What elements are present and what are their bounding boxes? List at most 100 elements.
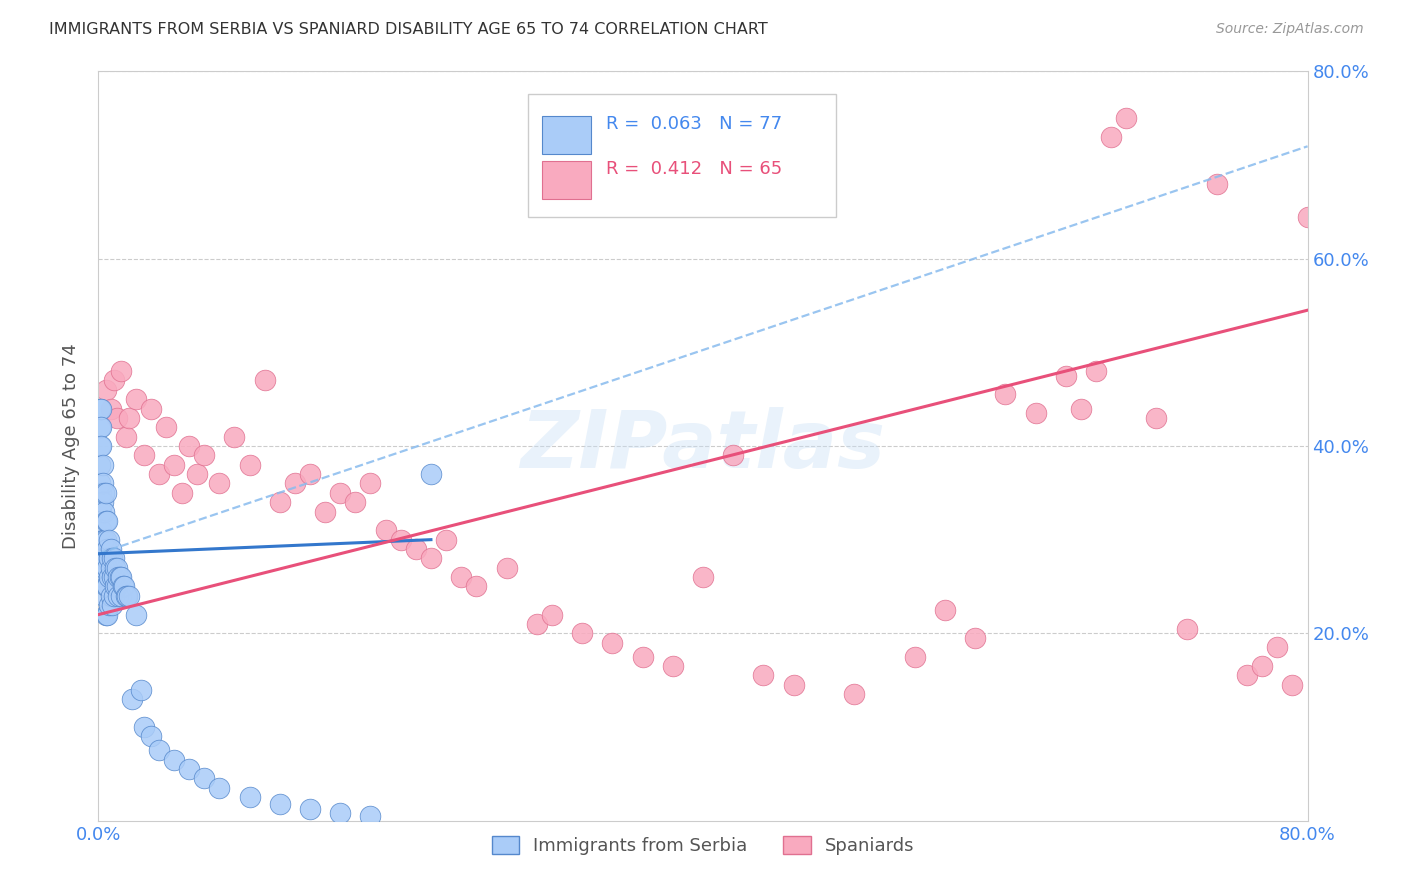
Point	[121, 692, 143, 706]
Text: R =  0.412   N = 65: R = 0.412 N = 65	[606, 160, 783, 178]
Point	[96, 542, 118, 557]
Point	[299, 467, 322, 482]
Point	[91, 551, 114, 566]
Point	[661, 659, 683, 673]
Point	[360, 476, 382, 491]
Point	[692, 570, 714, 584]
Point	[110, 570, 132, 584]
Point	[904, 649, 927, 664]
FancyBboxPatch shape	[527, 94, 837, 218]
Point	[208, 476, 231, 491]
Point	[239, 790, 262, 805]
Point	[631, 649, 654, 664]
Point	[96, 514, 118, 528]
Point	[163, 458, 186, 472]
Point	[89, 458, 111, 472]
Point	[129, 682, 152, 697]
Point	[405, 542, 427, 557]
Point	[90, 551, 112, 566]
Point	[141, 401, 163, 416]
Point	[420, 551, 443, 566]
Point	[1054, 368, 1077, 383]
Point	[239, 458, 262, 472]
Point	[89, 439, 111, 453]
Point	[103, 589, 125, 603]
Point	[103, 570, 125, 584]
Point	[1296, 210, 1319, 224]
Point	[163, 753, 186, 767]
Point	[148, 467, 170, 482]
Point	[104, 561, 127, 575]
Point	[101, 570, 124, 584]
Legend: Immigrants from Serbia, Spaniards: Immigrants from Serbia, Spaniards	[482, 827, 924, 864]
Point	[94, 533, 117, 547]
Point	[148, 743, 170, 757]
Text: IMMIGRANTS FROM SERBIA VS SPANIARD DISABILITY AGE 65 TO 74 CORRELATION CHART: IMMIGRANTS FROM SERBIA VS SPANIARD DISAB…	[49, 22, 768, 37]
Point	[344, 495, 367, 509]
Point	[96, 607, 118, 622]
FancyBboxPatch shape	[543, 161, 591, 199]
Point	[118, 589, 141, 603]
Point	[125, 392, 148, 407]
Point	[90, 524, 112, 538]
Point	[269, 797, 291, 811]
Point	[420, 467, 443, 482]
Point	[94, 607, 117, 622]
Point	[571, 626, 593, 640]
Point	[224, 430, 246, 444]
Point	[329, 806, 352, 821]
Point	[91, 533, 114, 547]
Point	[107, 570, 129, 584]
Text: ZIPatlas: ZIPatlas	[520, 407, 886, 485]
Point	[100, 561, 122, 575]
Point	[105, 411, 128, 425]
Point	[93, 505, 115, 519]
Point	[465, 580, 488, 594]
Point	[90, 420, 112, 434]
Point	[114, 430, 136, 444]
Point	[844, 687, 866, 701]
Point	[90, 401, 112, 416]
Point	[94, 514, 117, 528]
Point	[374, 524, 396, 538]
Point	[100, 589, 122, 603]
Point	[103, 374, 125, 388]
Point	[253, 374, 276, 388]
Point	[93, 486, 115, 500]
Point	[193, 449, 215, 463]
Point	[284, 476, 307, 491]
Y-axis label: Disability Age 65 to 74: Disability Age 65 to 74	[62, 343, 80, 549]
Text: R =  0.063   N = 77: R = 0.063 N = 77	[606, 115, 782, 133]
Point	[186, 467, 208, 482]
Point	[91, 458, 114, 472]
Point	[1251, 659, 1274, 673]
Point	[111, 580, 134, 594]
Point	[723, 449, 745, 463]
Point	[540, 607, 562, 622]
Point	[114, 589, 136, 603]
Point	[91, 476, 114, 491]
Text: Source: ZipAtlas.com: Source: ZipAtlas.com	[1216, 22, 1364, 37]
FancyBboxPatch shape	[543, 116, 591, 153]
Point	[94, 486, 117, 500]
Point	[132, 449, 155, 463]
Point	[170, 486, 193, 500]
Point	[314, 505, 336, 519]
Point	[1267, 640, 1289, 655]
Point	[105, 580, 128, 594]
Point	[125, 607, 148, 622]
Point	[1099, 130, 1122, 145]
Point	[108, 570, 131, 584]
Point	[1236, 668, 1258, 682]
Point	[98, 599, 121, 613]
Point	[100, 401, 122, 416]
Point	[103, 551, 125, 566]
Point	[112, 580, 135, 594]
Point	[934, 603, 956, 617]
Point	[1115, 112, 1137, 126]
Point	[105, 561, 128, 575]
Point	[118, 411, 141, 425]
Point	[179, 762, 201, 776]
Point	[329, 486, 352, 500]
Point	[783, 678, 806, 692]
